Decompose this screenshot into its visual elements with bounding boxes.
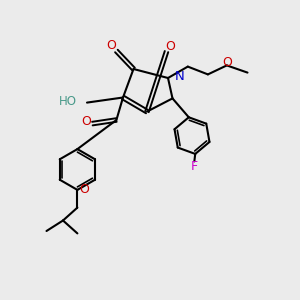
Text: F: F xyxy=(191,160,198,173)
Text: HO: HO xyxy=(58,95,76,108)
Text: O: O xyxy=(79,183,89,196)
Text: O: O xyxy=(82,115,91,128)
Text: O: O xyxy=(165,40,175,53)
Text: O: O xyxy=(106,39,116,52)
Text: O: O xyxy=(222,56,232,69)
Text: N: N xyxy=(175,70,185,83)
